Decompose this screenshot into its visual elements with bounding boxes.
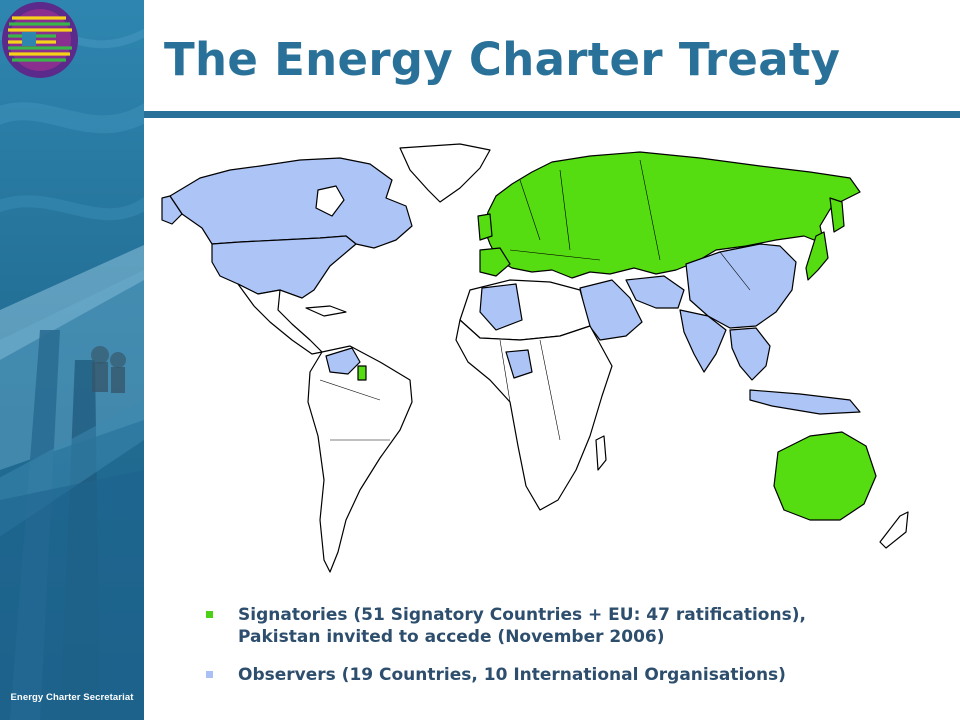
energy-charter-logo [2,2,78,78]
usa [211,235,357,299]
kamchatka [829,197,845,233]
hudson-bay [315,185,345,217]
eurasia-signatories [483,151,861,279]
indonesia [749,389,861,415]
new-zealand [879,511,909,549]
map-legend: Signatories (51 Signatory Countries + EU… [200,604,940,686]
venezuela [325,347,361,375]
iberia [479,247,511,277]
mexico [237,283,323,355]
iran [625,275,685,309]
title-divider [144,111,960,118]
cuba [305,305,347,317]
africa [455,319,613,511]
alaska [161,195,183,225]
sidebar-panel: Energy Charter Secretariat [0,0,144,720]
legend-observers: Observers (19 Countries, 10 Internationa… [200,664,940,686]
legend-signatories-line1: Signatories (51 Signatory Countries + EU… [238,605,806,625]
legend-signatories: Signatories (51 Signatory Countries + EU… [200,604,940,648]
madagascar [595,435,607,471]
nigeria [505,349,533,379]
southeast-asia [729,327,771,381]
legend-observers-line1: Observers (19 Countries, 10 Internationa… [238,665,786,685]
south-america [307,345,413,573]
uk [477,213,493,241]
japan [805,231,829,281]
canada [169,157,413,249]
china [685,243,797,329]
algeria [479,283,523,331]
greenland [399,143,491,203]
north-africa [459,279,591,341]
australia [773,431,877,521]
legend-observers-swatch [206,671,213,678]
legend-signatories-swatch [206,611,213,618]
slide-title: The Energy Charter Treaty [164,33,841,86]
world-map [161,143,909,573]
pipeline-photo [0,27,144,720]
india [679,309,727,373]
legend-signatories-line2: Pakistan invited to accede (November 200… [238,627,665,647]
footer-caption: Energy Charter Secretariat [10,692,134,703]
suriname [357,365,367,381]
